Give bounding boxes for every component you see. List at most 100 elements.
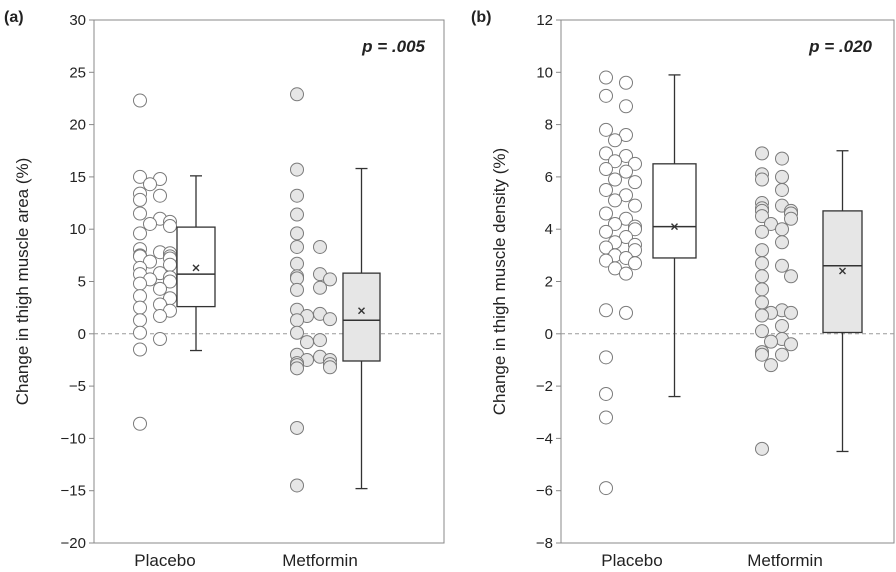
data-point-placebo: [599, 224, 613, 239]
y-axis-label: Change in thigh muscle area (%): [13, 158, 32, 406]
data-point-placebo: [133, 276, 147, 291]
y-tick-label: 0: [78, 326, 86, 343]
data-point-placebo: [608, 172, 622, 187]
data-point-placebo: [599, 253, 613, 268]
y-tick-label: −2: [536, 378, 553, 395]
data-point-metformin: [323, 360, 337, 375]
box-metformin: [342, 272, 381, 362]
data-point-metformin: [764, 334, 778, 349]
data-point-placebo: [628, 256, 642, 271]
y-tick-label: −15: [61, 483, 86, 500]
data-point-metformin: [323, 312, 337, 327]
data-point-metformin: [755, 209, 769, 224]
data-point-placebo: [599, 146, 613, 161]
data-point-metformin: [290, 420, 304, 435]
box-placebo: [652, 163, 697, 259]
box-placebo: [176, 226, 216, 308]
y-tick-label: −4: [536, 430, 553, 447]
data-point-metformin: [290, 188, 304, 203]
data-point-metformin: [313, 333, 327, 348]
data-point-placebo: [599, 122, 613, 137]
y-tick-label: 0: [545, 326, 553, 343]
data-point-placebo: [599, 303, 613, 318]
y-tick-label: 8: [545, 117, 553, 134]
data-point-placebo: [599, 410, 613, 425]
data-point-metformin: [755, 224, 769, 239]
data-point-placebo: [599, 88, 613, 103]
data-point-metformin: [755, 256, 769, 271]
x-category-label: Placebo: [601, 551, 662, 570]
y-tick-label: 20: [69, 117, 86, 134]
data-point-placebo: [608, 154, 622, 169]
data-point-metformin: [290, 478, 304, 493]
data-point-placebo: [143, 177, 157, 192]
data-point-metformin: [775, 235, 789, 250]
data-point-placebo: [599, 350, 613, 365]
data-point-placebo: [143, 254, 157, 269]
y-tick-label: 4: [545, 221, 553, 238]
data-point-metformin: [755, 146, 769, 161]
data-point-placebo: [628, 198, 642, 213]
data-point-placebo: [619, 75, 633, 90]
data-point-metformin: [290, 361, 304, 376]
data-point-placebo: [153, 281, 167, 296]
data-point-placebo: [599, 386, 613, 401]
data-point-placebo: [619, 99, 633, 114]
y-tick-label: 6: [545, 169, 553, 186]
data-point-metformin: [784, 337, 798, 352]
y-tick-label: 5: [78, 274, 86, 291]
data-point-metformin: [290, 207, 304, 222]
data-point-placebo: [133, 325, 147, 340]
data-point-placebo: [133, 313, 147, 328]
data-point-metformin: [290, 226, 304, 241]
y-tick-label: 15: [69, 169, 86, 186]
x-category-label: Metformin: [747, 551, 823, 570]
data-point-placebo: [153, 309, 167, 324]
mean-marker: [192, 264, 200, 272]
data-point-placebo: [599, 206, 613, 221]
data-point-placebo: [133, 169, 147, 184]
data-point-placebo: [133, 93, 147, 108]
data-point-metformin: [755, 172, 769, 187]
data-point-metformin: [755, 269, 769, 284]
data-point-metformin: [755, 441, 769, 456]
data-point-placebo: [599, 70, 613, 85]
panel-label: (a): [4, 9, 24, 26]
mean-marker: [671, 223, 678, 231]
data-point-metformin: [323, 272, 337, 287]
data-point-placebo: [599, 481, 613, 496]
data-point-metformin: [290, 313, 304, 328]
data-point-placebo: [608, 133, 622, 148]
x-category-label: Metformin: [282, 551, 358, 570]
data-point-metformin: [755, 295, 769, 310]
y-tick-label: −10: [61, 430, 86, 447]
data-point-metformin: [784, 305, 798, 320]
data-point-placebo: [608, 216, 622, 231]
data-point-placebo: [133, 206, 147, 221]
data-point-placebo: [133, 342, 147, 357]
data-point-placebo: [143, 216, 157, 231]
y-tick-label: 30: [69, 12, 86, 29]
data-point-metformin: [775, 151, 789, 166]
data-point-metformin: [290, 239, 304, 254]
panel-a: −20 −15 −10 −5 0 5 10 15 20 25 30 Change in thigh m…: [4, 9, 445, 570]
data-point-metformin: [784, 269, 798, 284]
y-tick-label: 25: [69, 64, 86, 81]
data-point-placebo: [133, 300, 147, 315]
panel-label: (b): [471, 9, 491, 26]
y-tick-label: 10: [536, 64, 553, 81]
data-point-metformin: [755, 347, 769, 362]
data-point-metformin: [775, 347, 789, 362]
data-point-placebo: [153, 188, 167, 203]
data-point-placebo: [619, 305, 633, 320]
data-point-placebo: [133, 226, 147, 241]
y-tick-label: 2: [545, 274, 553, 291]
data-point-metformin: [755, 282, 769, 297]
data-point-placebo: [153, 332, 167, 347]
y-tick-label: −20: [61, 535, 86, 552]
data-point-placebo: [599, 162, 613, 177]
y-tick-label: 10: [69, 221, 86, 238]
data-point-placebo: [619, 164, 633, 179]
mean-marker: [839, 267, 846, 275]
